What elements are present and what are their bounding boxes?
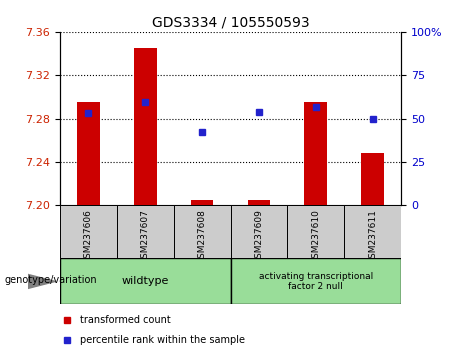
Text: wildtype: wildtype xyxy=(122,276,169,286)
Bar xyxy=(248,200,270,205)
Bar xyxy=(304,102,327,205)
Title: GDS3334 / 105550593: GDS3334 / 105550593 xyxy=(152,15,309,29)
Bar xyxy=(134,48,157,205)
Bar xyxy=(174,205,230,258)
Bar xyxy=(230,205,287,258)
Text: GSM237608: GSM237608 xyxy=(198,210,207,264)
Text: GSM237606: GSM237606 xyxy=(84,210,93,264)
Text: percentile rank within the sample: percentile rank within the sample xyxy=(80,335,245,345)
Bar xyxy=(191,200,213,205)
Bar xyxy=(230,258,401,304)
Bar xyxy=(60,258,230,304)
Text: genotype/variation: genotype/variation xyxy=(5,275,97,285)
Text: GSM237610: GSM237610 xyxy=(311,210,320,264)
Text: activating transcriptional
factor 2 null: activating transcriptional factor 2 null xyxy=(259,272,373,291)
Bar xyxy=(344,205,401,258)
Polygon shape xyxy=(28,274,55,289)
Text: GSM237609: GSM237609 xyxy=(254,210,263,264)
Bar xyxy=(287,205,344,258)
Bar xyxy=(361,153,384,205)
Bar xyxy=(60,205,117,258)
Text: GSM237607: GSM237607 xyxy=(141,210,150,264)
Bar xyxy=(117,205,174,258)
Text: transformed count: transformed count xyxy=(80,315,171,325)
Text: GSM237611: GSM237611 xyxy=(368,210,377,264)
Bar xyxy=(77,102,100,205)
